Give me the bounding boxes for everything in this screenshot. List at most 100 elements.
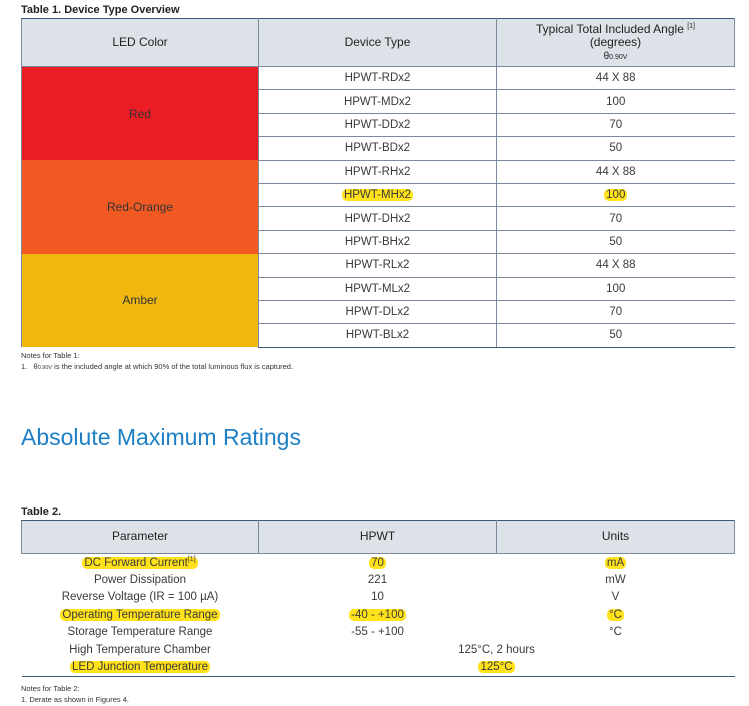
cell-text: Operating Temperature Range bbox=[62, 608, 218, 621]
angle-cell: 70 bbox=[496, 206, 735, 231]
table1-caption: Table 1. Device Type Overview bbox=[21, 4, 180, 16]
angle-cell: 50 bbox=[496, 230, 735, 255]
cell-text: 10 bbox=[371, 591, 384, 604]
cell-text: Reverse Voltage (IR = 100 µA) bbox=[61, 591, 219, 604]
cell-text: Power Dissipation bbox=[93, 574, 187, 587]
device-type-cell: HPWT-DLx2 bbox=[258, 300, 497, 325]
table-row: Reverse Voltage (IR = 100 µA) 10 V bbox=[22, 589, 735, 606]
cell-text: 70 bbox=[609, 212, 623, 225]
table-row: HPWT-MHx2 100 bbox=[22, 183, 735, 208]
device-type-cell: HPWT-DDx2 bbox=[258, 113, 497, 138]
device-type-cell: HPWT-DHx2 bbox=[258, 206, 497, 231]
table-row: HPWT-BDx2 50 bbox=[22, 136, 735, 161]
angle-cell: 44 X 88 bbox=[496, 66, 735, 91]
device-type-cell: HPWT-MHx2 bbox=[258, 183, 497, 208]
led-color-cell: Amber bbox=[21, 253, 259, 348]
cell-text: 221 bbox=[367, 574, 388, 587]
led-color-cell: Red bbox=[21, 66, 259, 161]
cell-text: DC Forward Current bbox=[84, 557, 188, 570]
highlight-mark: 70 bbox=[369, 556, 386, 569]
cell-text: 50 bbox=[609, 235, 623, 248]
cell-text: Storage Temperature Range bbox=[67, 626, 213, 639]
header-device-type: Device Type bbox=[258, 18, 497, 67]
cell-text: mA bbox=[606, 556, 625, 569]
table-row: Operating Temperature Range -40 - +100 °C bbox=[22, 606, 735, 623]
note-subscript: 0.90V bbox=[37, 365, 53, 372]
table2-caption: Table 2. bbox=[21, 506, 62, 518]
highlight-mark: HPWT-MHx2 bbox=[341, 189, 414, 202]
device-type-cell: HPWT-RDx2 bbox=[258, 66, 497, 91]
hpwt-value-cell: 70 bbox=[259, 554, 497, 572]
angle-cell: 50 bbox=[496, 136, 735, 161]
cell-text: -55 - +100 bbox=[351, 626, 404, 639]
units-cell: mW bbox=[497, 571, 735, 588]
angle-cell: 70 bbox=[496, 300, 735, 325]
cell-text: HPWT-RHx2 bbox=[344, 165, 411, 178]
cell-text: HPWT-DLx2 bbox=[345, 306, 410, 319]
highlight-mark: -40 - +100 bbox=[349, 608, 406, 621]
cell-text: HPWT-RLx2 bbox=[345, 259, 410, 272]
cell-text: HPWT-MHx2 bbox=[343, 189, 412, 202]
table-row: HPWT-MDx2 100 bbox=[22, 89, 735, 114]
note-text: is the included angle at which 90% of th… bbox=[52, 362, 294, 372]
cell-text: 70 bbox=[371, 556, 384, 569]
table-row: Amber HPWT-RLx2 44 X 88 bbox=[21, 253, 735, 348]
cell-text: mW bbox=[605, 574, 626, 587]
cell-text: HPWT-BHx2 bbox=[344, 235, 411, 248]
device-type-table: LED Color Device Type Typical Total Incl… bbox=[21, 18, 735, 348]
cell-text: V bbox=[611, 591, 620, 604]
section-title: Absolute Maximum Ratings bbox=[21, 424, 301, 450]
note-number: 1. bbox=[21, 362, 28, 372]
table-row: HPWT-DHx2 70 bbox=[22, 206, 735, 231]
highlight-mark: °C bbox=[607, 608, 624, 621]
cell-text: 100 bbox=[606, 95, 626, 108]
highlight-mark: 100 bbox=[604, 189, 628, 202]
table-row: HPWT-BLx2 50 bbox=[22, 323, 735, 348]
cell-text: 50 bbox=[609, 329, 623, 342]
header-parameter: Parameter bbox=[21, 520, 259, 554]
header-units: Units bbox=[496, 520, 735, 554]
units-cell: mA bbox=[497, 554, 735, 572]
header-angle-ref: [1] bbox=[687, 22, 696, 30]
highlight-mark: mA bbox=[604, 556, 627, 569]
hpwt-value-cell: -40 - +100 bbox=[259, 606, 497, 623]
table-header-row: Parameter HPWT Units bbox=[21, 520, 735, 554]
header-angle-symbol: θ bbox=[603, 51, 610, 63]
cell-text: LED Junction Temperature bbox=[72, 661, 208, 674]
device-type-body: Red HPWT-RDx2 44 X 88 HPWT-MDx2 100 HPWT-DDx2… bbox=[21, 66, 735, 348]
cell-text: 70 bbox=[609, 306, 623, 319]
table-row: Storage Temperature Range -55 - +100 °C bbox=[22, 624, 735, 641]
cell-text: -40 - +100 bbox=[351, 608, 404, 621]
table1-notes: Notes for Table 1: 1. θ0.90V is the incl… bbox=[21, 350, 293, 373]
parameter-cell: LED Junction Temperature bbox=[21, 658, 259, 677]
units-cell: °C bbox=[497, 606, 735, 623]
cell-text: 50 bbox=[609, 142, 623, 155]
cell-text: 44 X 88 bbox=[595, 72, 636, 85]
angle-cell: 50 bbox=[496, 323, 735, 348]
absolute-max-ratings-table: Parameter HPWT Units DC Forward Current[… bbox=[21, 520, 735, 677]
footnote-ref: [1] bbox=[187, 556, 196, 564]
angle-cell: 44 X 88 bbox=[496, 253, 735, 278]
led-color-cell: Red-Orange bbox=[21, 160, 259, 254]
units-cell: V bbox=[497, 589, 735, 606]
parameter-cell: High Temperature Chamber bbox=[22, 641, 259, 658]
table-row: High Temperature Chamber 125°C, 2 hours bbox=[22, 641, 735, 658]
table2-notes-heading: Notes for Table 2: bbox=[21, 684, 80, 693]
units-cell: °C bbox=[497, 624, 735, 641]
table-row: Power Dissipation 221 mW bbox=[22, 571, 735, 588]
cell-text: HPWT-DHx2 bbox=[344, 212, 411, 225]
table-row: HPWT-DDx2 70 bbox=[22, 113, 735, 138]
highlight-mark: 125°C bbox=[478, 661, 515, 674]
cell-text: HPWT-BDx2 bbox=[344, 142, 411, 155]
cell-text: HPWT-DDx2 bbox=[344, 118, 411, 131]
note-symbol: θ bbox=[33, 362, 38, 372]
device-type-cell: HPWT-BDx2 bbox=[258, 136, 497, 161]
cell-text: °C bbox=[609, 608, 622, 621]
cell-text: 100 bbox=[606, 189, 626, 202]
table-header-row: LED Color Device Type Typical Total Incl… bbox=[21, 18, 735, 67]
angle-cell: 100 bbox=[496, 89, 735, 114]
device-type-cell: HPWT-RHx2 bbox=[258, 160, 497, 184]
angle-cell: 70 bbox=[496, 113, 735, 138]
header-led-color: LED Color bbox=[21, 18, 259, 67]
highlight-mark: Operating Temperature Range bbox=[60, 608, 220, 621]
